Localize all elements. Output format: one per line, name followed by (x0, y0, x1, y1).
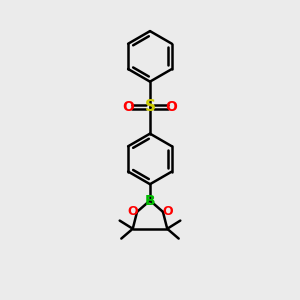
Text: O: O (127, 205, 138, 218)
Text: B: B (145, 194, 155, 208)
Text: O: O (166, 100, 177, 114)
Text: S: S (145, 99, 155, 114)
Text: O: O (123, 100, 134, 114)
Text: O: O (162, 205, 173, 218)
